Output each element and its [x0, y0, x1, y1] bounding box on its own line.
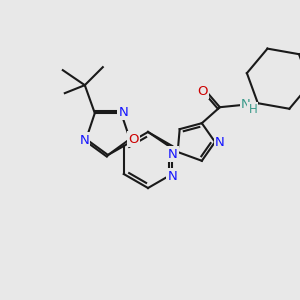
Text: N: N — [241, 98, 251, 111]
Text: N: N — [79, 134, 89, 147]
Text: O: O — [198, 85, 208, 98]
Text: O: O — [129, 133, 139, 146]
Text: N: N — [167, 169, 177, 182]
Text: H: H — [248, 103, 257, 116]
Text: N: N — [168, 148, 178, 160]
Text: N: N — [118, 106, 128, 119]
Text: N: N — [215, 136, 225, 148]
